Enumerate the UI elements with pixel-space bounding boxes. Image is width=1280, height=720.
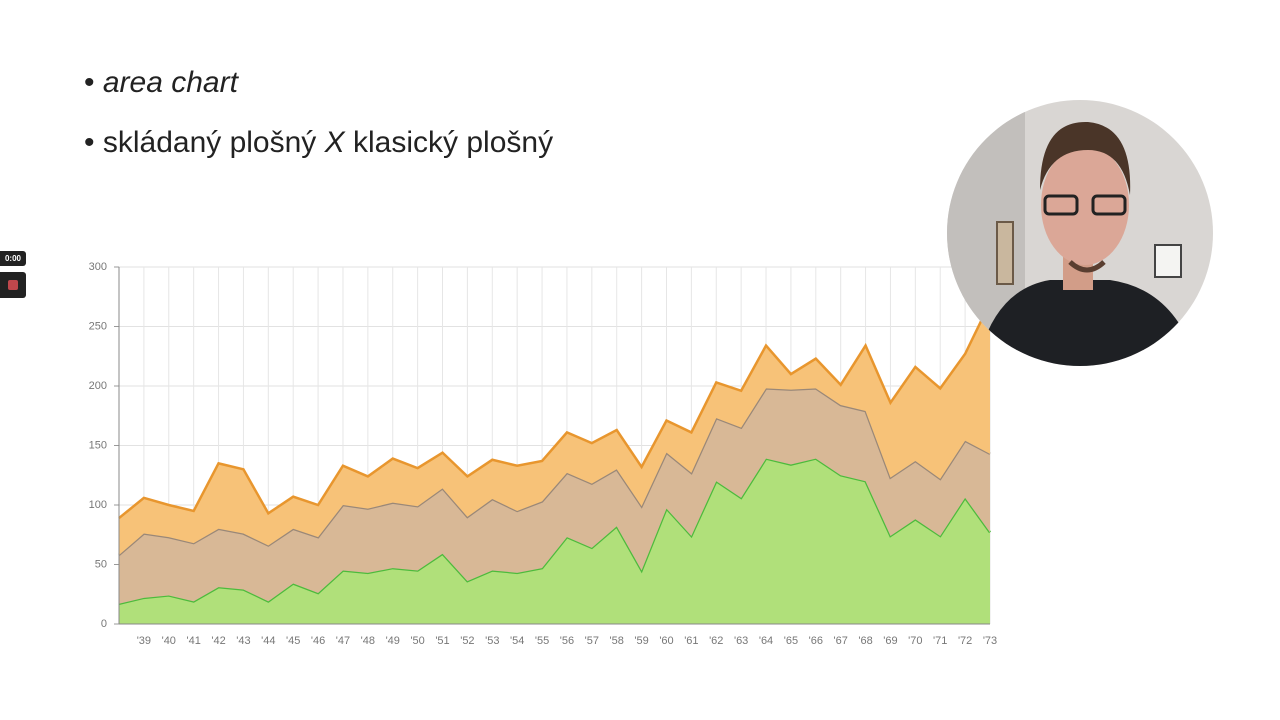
- x-tick-label: '41: [186, 635, 200, 647]
- x-tick-label: '66: [809, 635, 823, 647]
- x-tick-label: '47: [336, 635, 350, 647]
- x-tick-label: '42: [211, 635, 225, 647]
- x-tick-label: '43: [236, 635, 250, 647]
- x-tick-label: '48: [361, 635, 375, 647]
- x-tick-label: '65: [784, 635, 798, 647]
- x-tick-label: '39: [137, 635, 151, 647]
- area-line: [118, 302, 992, 520]
- x-tick-label: '64: [759, 635, 773, 647]
- video-time: 0:00: [0, 251, 26, 266]
- x-tick-label: '63: [734, 635, 748, 647]
- y-tick-label: 100: [89, 499, 107, 511]
- y-tick-label: 50: [95, 558, 107, 570]
- x-tick-label: '50: [410, 635, 424, 647]
- x-tick-label: '40: [162, 635, 176, 647]
- x-tick-label: '55: [535, 635, 549, 647]
- x-tick-label: '49: [386, 635, 400, 647]
- x-tick-label: '69: [883, 635, 897, 647]
- y-tick-label: 250: [89, 320, 107, 332]
- x-tick-label: '45: [286, 635, 300, 647]
- x-tick-label: '46: [311, 635, 325, 647]
- x-tick-label: '60: [659, 635, 673, 647]
- x-tick-label: '44: [261, 635, 275, 647]
- bullet-text: skládaný plošný: [102, 126, 317, 159]
- x-tick-label: '53: [485, 635, 499, 647]
- x-tick-label: '54: [510, 635, 524, 647]
- bullet-text: X: [324, 126, 345, 159]
- area: [119, 302, 990, 555]
- y-tick-label: 200: [89, 380, 107, 392]
- x-tick-label: '68: [858, 635, 872, 647]
- x-tick-label: '70: [908, 635, 922, 647]
- y-tick-label: 150: [89, 439, 107, 451]
- y-tick-label: 300: [89, 261, 107, 273]
- x-tick-label: '73: [983, 635, 997, 647]
- x-tick-label: '67: [834, 635, 848, 647]
- x-tick-label: '58: [610, 635, 624, 647]
- x-tick-label: '62: [709, 635, 723, 647]
- x-tick-label: '57: [585, 635, 599, 647]
- x-tick-label: '52: [460, 635, 474, 647]
- x-tick-label: '59: [634, 635, 648, 647]
- bullet: • skládaný plošný X klasický plošný: [84, 126, 554, 159]
- x-tick-label: '72: [958, 635, 972, 647]
- webcam: [947, 100, 1213, 366]
- area: [119, 458, 990, 624]
- bullet: • area chart: [84, 66, 238, 99]
- x-tick-label: '56: [560, 635, 574, 647]
- y-tick-label: 0: [101, 618, 107, 630]
- x-tick-label: '51: [435, 635, 449, 647]
- x-tick-label: '61: [684, 635, 698, 647]
- area: [119, 388, 990, 604]
- x-tick-label: '71: [933, 635, 947, 647]
- record-button[interactable]: [0, 272, 26, 298]
- bullet-text: klasický plošný: [353, 126, 554, 159]
- bullet-text: area chart: [102, 66, 238, 99]
